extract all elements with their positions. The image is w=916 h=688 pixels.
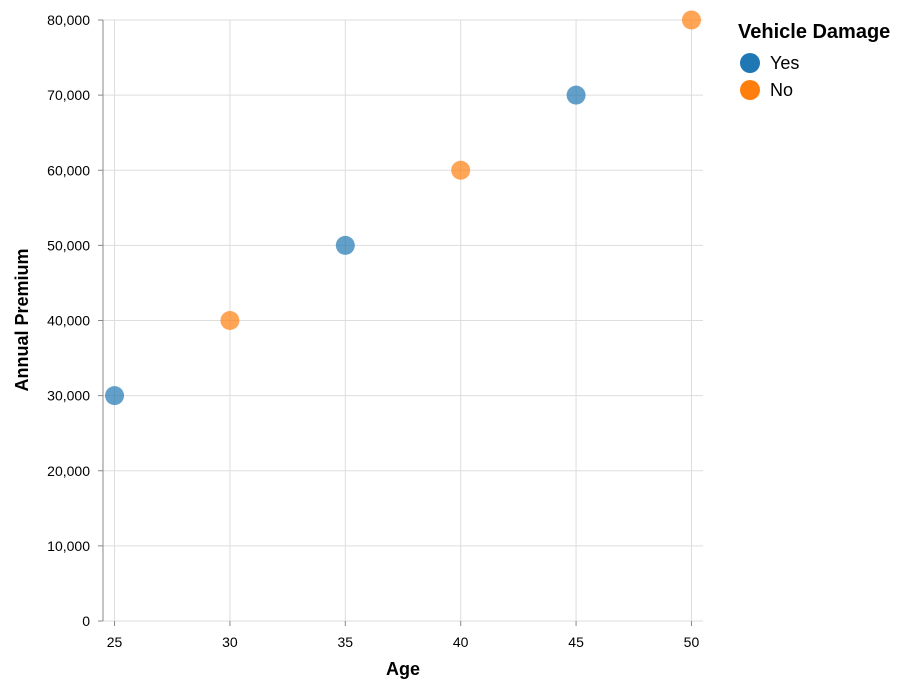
legend-label-no: No (770, 80, 793, 100)
y-tick-label: 30,000 (47, 388, 90, 404)
data-point-no (451, 160, 471, 180)
x-tick-label: 30 (222, 634, 238, 650)
data-point-yes (335, 235, 355, 255)
data-point-no (681, 10, 701, 30)
data-point-no (220, 311, 240, 330)
legend: Vehicle Damage Yes No (738, 21, 890, 100)
x-tick-label: 35 (338, 634, 354, 650)
legend-swatch-no (740, 80, 760, 100)
x-tick-label: 40 (453, 634, 469, 650)
y-tick-label: 70,000 (47, 87, 90, 103)
y-tick-label: 20,000 (47, 463, 90, 479)
y-tick-label: 0 (82, 613, 90, 629)
y-axis-title: Annual Premium (12, 248, 32, 391)
x-tick-label: 25 (107, 634, 123, 650)
y-tick-label: 50,000 (47, 237, 90, 253)
y-tick-label: 40,000 (47, 313, 90, 329)
x-axis-title: Age (386, 659, 420, 679)
legend-swatch-yes (740, 53, 760, 73)
x-tick-label: 45 (568, 634, 584, 650)
grid-layer (103, 19, 703, 622)
data-point-yes (566, 85, 586, 105)
legend-label-yes: Yes (770, 53, 799, 73)
legend-title: Vehicle Damage (738, 21, 890, 43)
y-tick-label: 80,000 (47, 12, 90, 28)
legend-entries: Yes No (740, 53, 799, 100)
y-tick-label: 10,000 (47, 538, 90, 554)
axis-layer: 25 30 35 40 45 50 0 10,000 20,000 30,000 40,000 50,… (47, 12, 699, 650)
data-point-yes (105, 386, 125, 406)
y-tick-label: 60,000 (47, 162, 90, 178)
x-tick-label: 50 (684, 634, 700, 650)
points-layer (105, 10, 701, 406)
